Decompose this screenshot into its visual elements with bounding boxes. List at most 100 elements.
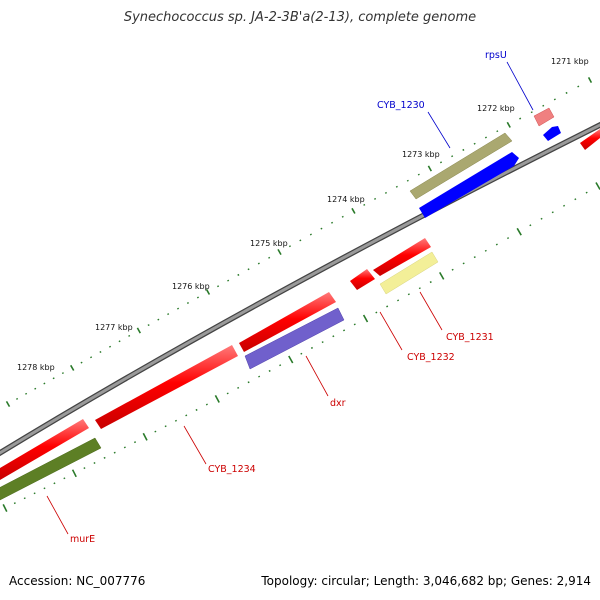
tick-mark — [484, 136, 487, 139]
tick-mark — [23, 497, 26, 500]
gene-murE[interactable] — [0, 437, 102, 501]
tick-mark — [268, 369, 271, 372]
tick-mark — [439, 161, 443, 164]
gene-CYB_1231[interactable] — [379, 251, 439, 295]
tick-mark — [462, 262, 465, 265]
tick-mark — [496, 130, 499, 133]
scale-label: 1278 kbp — [17, 363, 55, 372]
tick-mark — [167, 313, 170, 316]
tick-mark — [551, 211, 554, 214]
gene-cyb-1235[interactable] — [0, 419, 89, 480]
tick-mark — [310, 346, 314, 349]
tick-mark — [52, 377, 55, 380]
tick-mark — [374, 197, 377, 200]
leader-rpsU — [506, 61, 534, 111]
gene-CYB_1230[interactable] — [409, 132, 513, 200]
gene-labels: rpsU CYB_1230 CYB_1231 CYB_1232 dxr CYB_… — [70, 50, 507, 545]
tick-mark — [362, 314, 369, 323]
tick-mark — [299, 239, 302, 242]
gene-label-rpsU[interactable]: rpsU — [485, 50, 507, 61]
tick-mark — [268, 256, 271, 259]
tick-mark — [93, 462, 96, 464]
tick-mark — [540, 217, 543, 220]
gene-label-CYB_1231[interactable]: CYB_1231 — [446, 332, 494, 343]
tick-mark — [133, 441, 137, 444]
tick-mark — [195, 408, 198, 411]
tick-mark — [258, 375, 261, 378]
tick-mark — [34, 387, 37, 390]
gene-cyb-1233[interactable] — [239, 292, 336, 352]
scale-labels: 1271 kbp 1272 kbp 1273 kbp 1274 kbp 1275… — [17, 57, 589, 372]
gene-cyb-1231-red[interactable] — [373, 238, 431, 276]
tick-mark — [279, 364, 282, 367]
genome-backbone-highlight — [0, 123, 600, 455]
tick-mark — [309, 233, 312, 236]
tick-mark — [103, 456, 106, 459]
tick-mark — [473, 142, 476, 145]
tick-mark — [43, 487, 46, 490]
tick-mark — [71, 469, 77, 478]
forward-strand-features — [409, 107, 555, 200]
tick-mark — [363, 203, 366, 206]
leader-CYB_1234 — [183, 425, 207, 465]
tick-mark — [136, 327, 141, 334]
tick-mark — [507, 237, 510, 240]
gene-label-CYB_1234[interactable]: CYB_1234 — [208, 464, 256, 475]
tick-mark — [375, 311, 378, 314]
tick-mark — [320, 227, 323, 230]
gene-label-CYB_1232[interactable]: CYB_1232 — [407, 352, 455, 363]
leader-CYB_1232 — [379, 311, 403, 351]
scale-label: 1273 kbp — [402, 150, 440, 159]
tick-mark — [128, 334, 131, 337]
gene-CYB_1234[interactable] — [95, 345, 238, 429]
tick-mark — [147, 324, 150, 327]
tick-mark — [342, 329, 346, 332]
tick-mark — [214, 395, 220, 403]
label-leader-lines — [46, 61, 534, 535]
inner-tick-ring — [2, 182, 600, 512]
gene-rpsU[interactable] — [533, 107, 555, 127]
tick-mark — [226, 392, 229, 395]
gene-label-murE[interactable]: murE — [70, 534, 95, 545]
gene-cyb-1230-reverse[interactable] — [419, 152, 519, 218]
tick-mark — [53, 482, 56, 485]
tick-mark — [142, 432, 148, 441]
tick-mark — [300, 352, 303, 355]
scale-label: 1274 kbp — [327, 195, 365, 204]
tick-mark — [237, 273, 240, 276]
tick-mark — [237, 386, 240, 389]
gene-cyb-1229[interactable] — [543, 126, 561, 141]
tick-mark — [5, 401, 11, 407]
tick-mark — [577, 85, 580, 88]
tick-mark — [90, 356, 93, 359]
outer-tick-ring — [5, 77, 593, 407]
accession-info: Accession: NC_007776 — [9, 574, 146, 588]
tick-mark — [418, 287, 421, 290]
tick-mark — [154, 430, 157, 433]
tick-mark — [427, 165, 432, 172]
tick-mark — [277, 249, 282, 255]
leader-CYB_1230 — [427, 111, 451, 149]
tick-mark — [288, 355, 294, 364]
tick-mark — [70, 364, 75, 371]
tick-mark — [519, 117, 522, 120]
tick-mark — [61, 372, 64, 375]
scale-label: 1276 kbp — [172, 282, 210, 291]
gene-dxr[interactable] — [244, 307, 345, 370]
gene-label-dxr[interactable]: dxr — [330, 398, 346, 409]
tick-mark — [174, 419, 177, 422]
scale-label: 1271 kbp — [551, 57, 589, 66]
tick-mark — [397, 299, 400, 302]
gene-label-CYB_1230[interactable]: CYB_1230 — [377, 100, 425, 111]
genome-summary: Topology: circular; Length: 3,046,682 bp… — [261, 574, 591, 588]
tick-mark — [185, 414, 188, 417]
tick-mark — [247, 381, 250, 384]
scale-label: 1277 kbp — [95, 323, 133, 332]
gene-CYB_1232[interactable] — [350, 269, 375, 290]
tick-mark — [123, 446, 126, 449]
tick-mark — [587, 77, 593, 83]
tick-mark — [2, 504, 8, 512]
tick-mark — [205, 403, 208, 406]
gene-cyb-1229b[interactable] — [580, 129, 600, 150]
map-title: Synechococcus sp. JA-2-3B'a(2-13), compl… — [123, 10, 477, 25]
